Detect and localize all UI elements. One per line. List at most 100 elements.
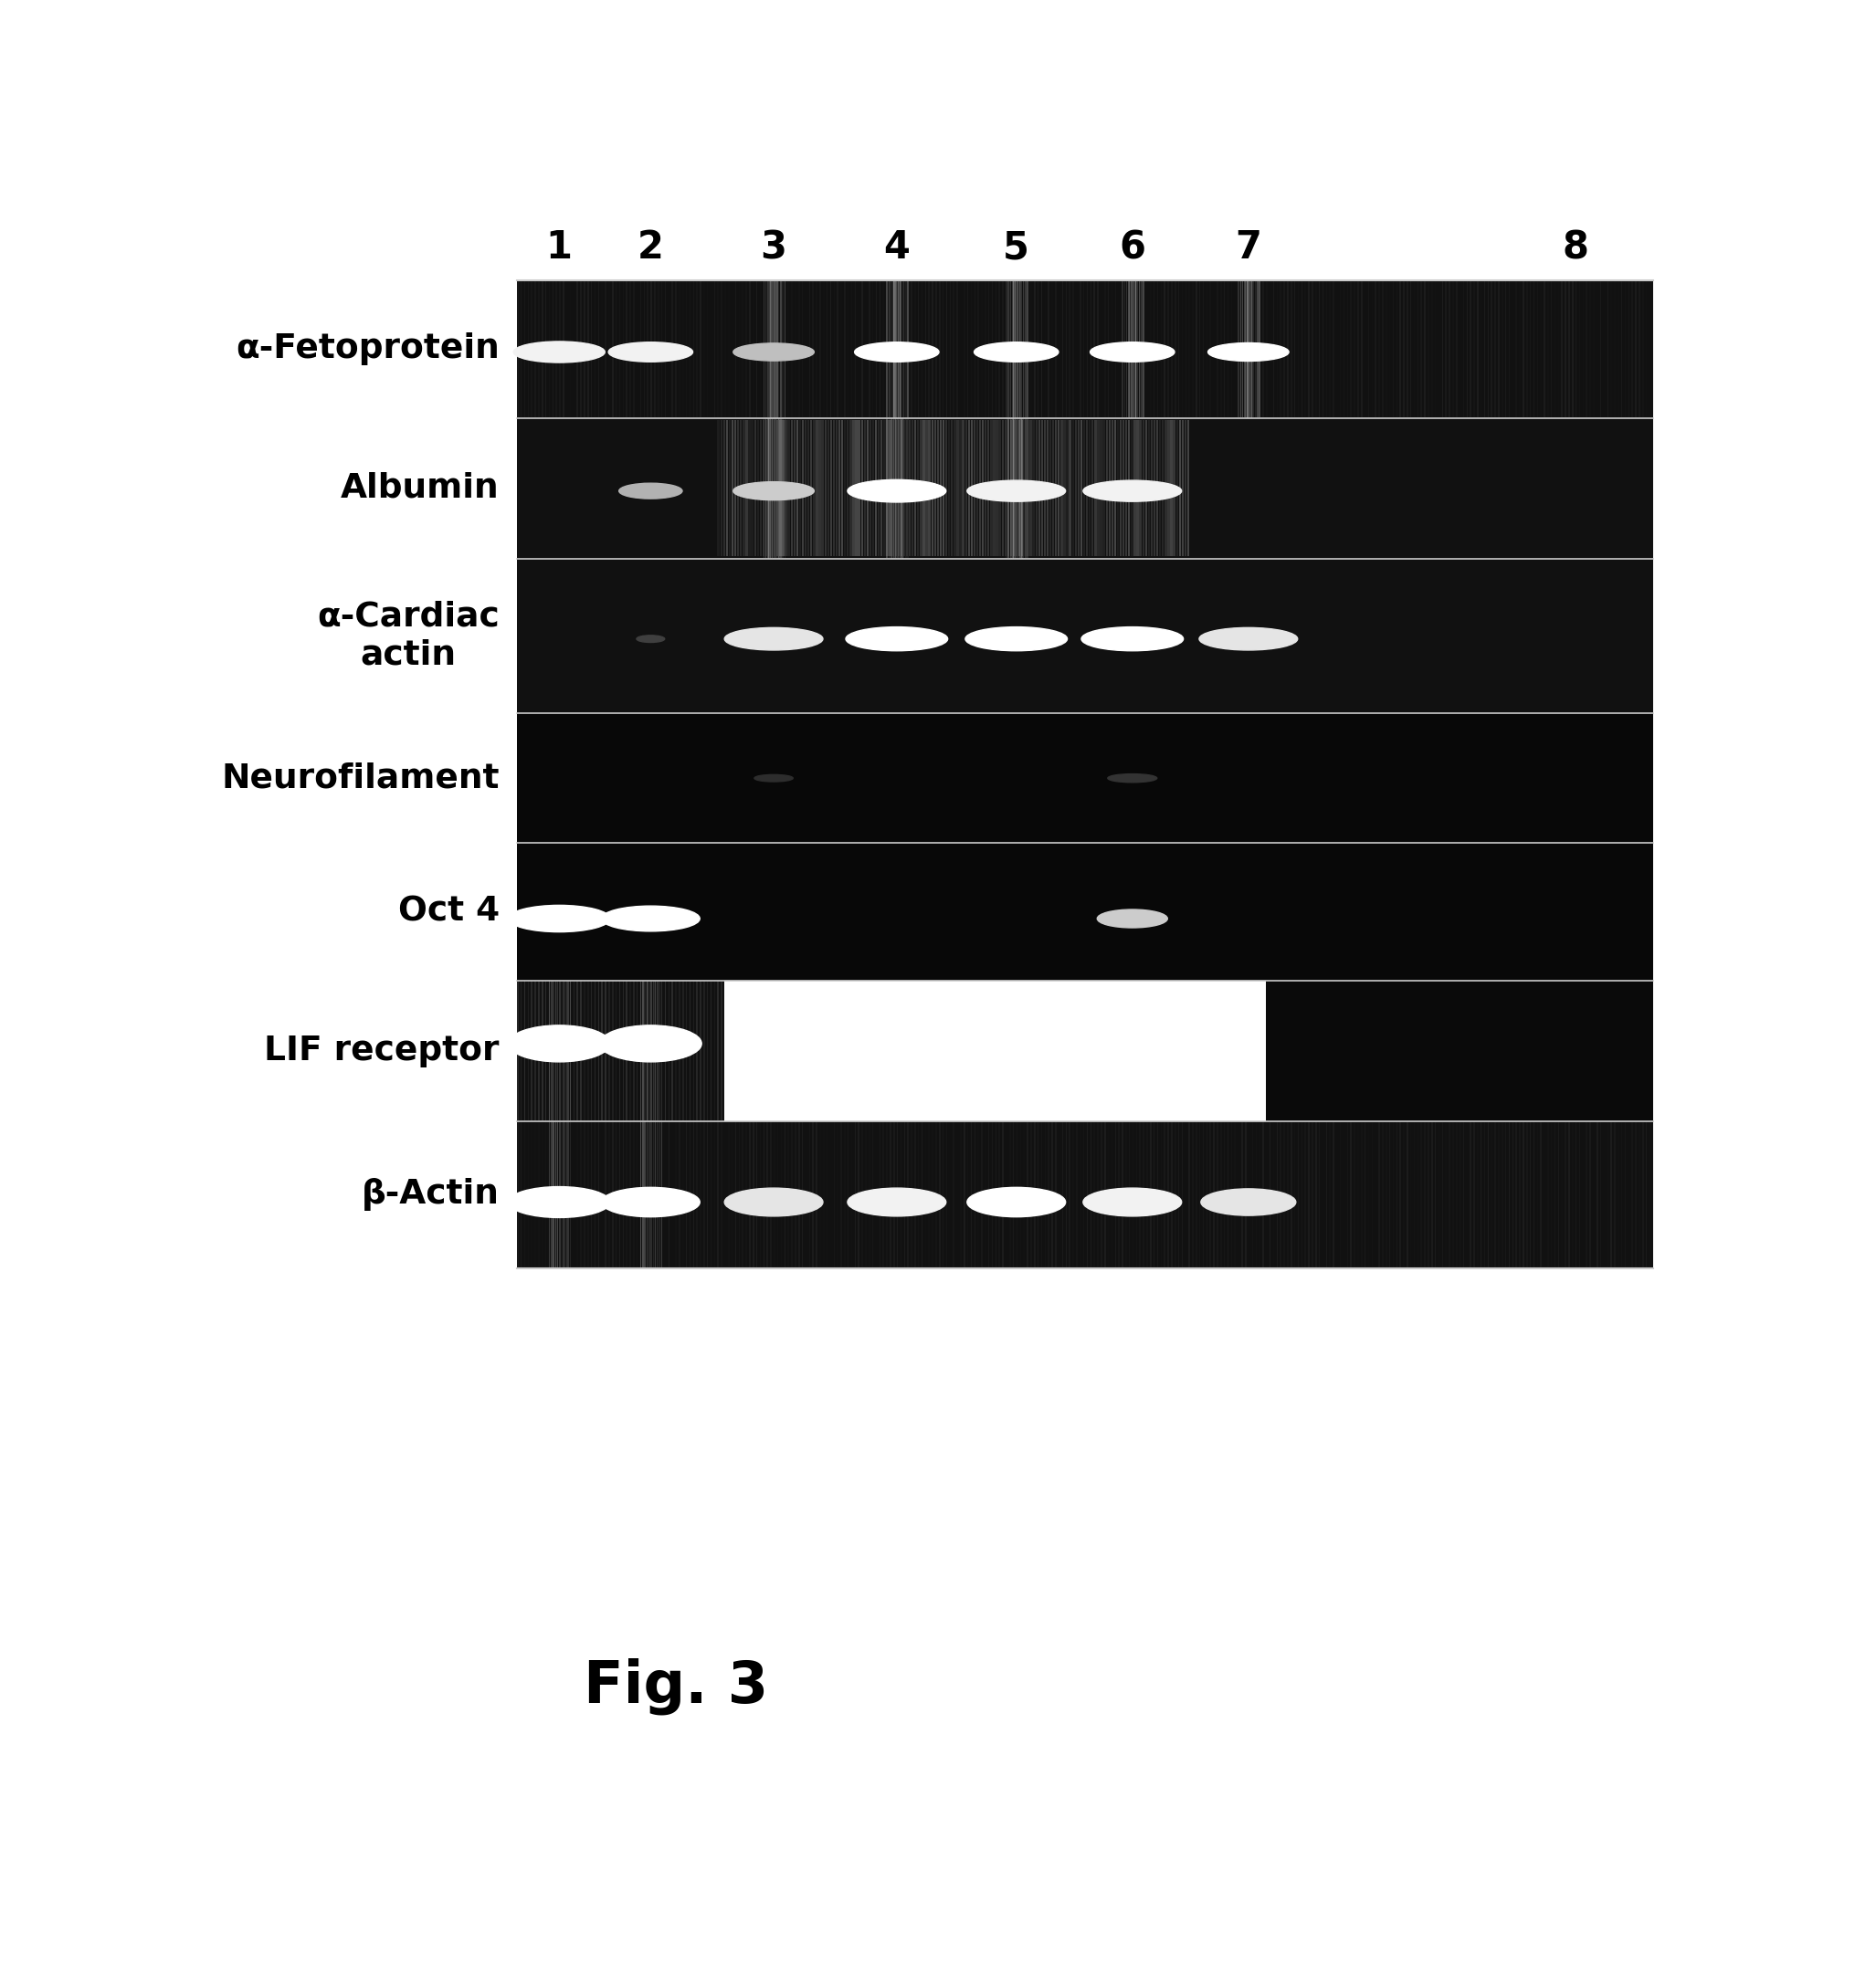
Bar: [1114, 421, 1116, 557]
Bar: [1182, 421, 1184, 557]
Text: β-Actin: β-Actin: [362, 1178, 499, 1211]
Bar: [925, 421, 929, 557]
Bar: [1099, 421, 1101, 557]
Bar: [1066, 421, 1067, 557]
Bar: [1041, 421, 1043, 557]
Bar: [850, 421, 852, 557]
Bar: [976, 421, 977, 557]
Bar: [1015, 421, 1017, 557]
Bar: [891, 421, 895, 557]
Bar: [946, 421, 947, 557]
Bar: [1126, 421, 1127, 557]
Bar: [1024, 421, 1026, 557]
Bar: [1116, 421, 1118, 557]
Bar: [1097, 421, 1099, 557]
Ellipse shape: [966, 626, 1067, 650]
Bar: [833, 421, 835, 557]
Ellipse shape: [848, 480, 946, 502]
Bar: [779, 421, 782, 557]
Bar: [771, 421, 773, 557]
Bar: [895, 421, 897, 557]
Bar: [1013, 421, 1015, 557]
Bar: [900, 421, 902, 557]
Bar: [760, 421, 762, 557]
Bar: [1054, 421, 1056, 557]
Bar: [912, 421, 914, 557]
Bar: [818, 421, 822, 557]
Ellipse shape: [1199, 628, 1298, 650]
Text: 4: 4: [884, 229, 910, 267]
Text: 7: 7: [1234, 229, 1263, 267]
Bar: [964, 421, 966, 557]
Bar: [974, 421, 976, 557]
Ellipse shape: [1097, 909, 1167, 929]
Bar: [885, 421, 889, 557]
Bar: [1103, 421, 1105, 557]
Ellipse shape: [1082, 1188, 1182, 1215]
Ellipse shape: [508, 1026, 610, 1061]
Ellipse shape: [602, 1188, 700, 1217]
Bar: [962, 421, 964, 557]
Text: LIF receptor: LIF receptor: [265, 1033, 499, 1067]
Bar: [518, 1120, 1653, 1269]
Bar: [745, 421, 749, 557]
Bar: [754, 421, 756, 557]
Bar: [807, 421, 810, 557]
Bar: [835, 421, 839, 557]
Bar: [840, 421, 844, 557]
Ellipse shape: [602, 905, 700, 931]
Bar: [992, 421, 994, 557]
Bar: [889, 421, 891, 557]
Bar: [799, 421, 801, 557]
Bar: [722, 421, 726, 557]
Bar: [936, 421, 940, 557]
Bar: [1082, 421, 1084, 557]
Bar: [987, 421, 989, 557]
Bar: [1069, 421, 1071, 557]
Text: 1: 1: [546, 229, 572, 267]
Bar: [824, 421, 827, 557]
Bar: [1019, 421, 1021, 557]
Bar: [855, 421, 857, 557]
Ellipse shape: [608, 342, 692, 362]
Bar: [737, 421, 739, 557]
Bar: [749, 421, 750, 557]
Bar: [1049, 421, 1051, 557]
Ellipse shape: [1090, 342, 1174, 362]
Bar: [1043, 421, 1045, 557]
Ellipse shape: [846, 626, 947, 650]
Ellipse shape: [724, 628, 824, 650]
Bar: [996, 421, 998, 557]
Bar: [878, 421, 880, 557]
Ellipse shape: [508, 905, 610, 933]
Bar: [518, 417, 1653, 559]
Bar: [914, 421, 917, 557]
Bar: [1120, 421, 1122, 557]
Ellipse shape: [754, 775, 794, 782]
Bar: [1161, 421, 1163, 557]
Text: 6: 6: [1120, 229, 1146, 267]
Bar: [863, 421, 867, 557]
Bar: [1071, 421, 1073, 557]
Bar: [1092, 421, 1094, 557]
Bar: [1081, 421, 1082, 557]
Bar: [1144, 421, 1146, 557]
Bar: [765, 421, 767, 557]
Bar: [1007, 421, 1009, 557]
Bar: [940, 421, 942, 557]
Bar: [942, 421, 946, 557]
Ellipse shape: [600, 1026, 702, 1061]
Bar: [1176, 421, 1178, 557]
Ellipse shape: [1081, 626, 1184, 650]
Bar: [518, 844, 1653, 980]
Ellipse shape: [966, 480, 1066, 502]
Text: Fig. 3: Fig. 3: [583, 1658, 769, 1715]
Bar: [906, 421, 908, 557]
Bar: [929, 421, 930, 557]
Text: 2: 2: [638, 229, 664, 267]
Bar: [1109, 421, 1111, 557]
Bar: [1167, 421, 1169, 557]
Ellipse shape: [855, 342, 940, 362]
Ellipse shape: [619, 484, 683, 498]
Ellipse shape: [1107, 775, 1157, 782]
